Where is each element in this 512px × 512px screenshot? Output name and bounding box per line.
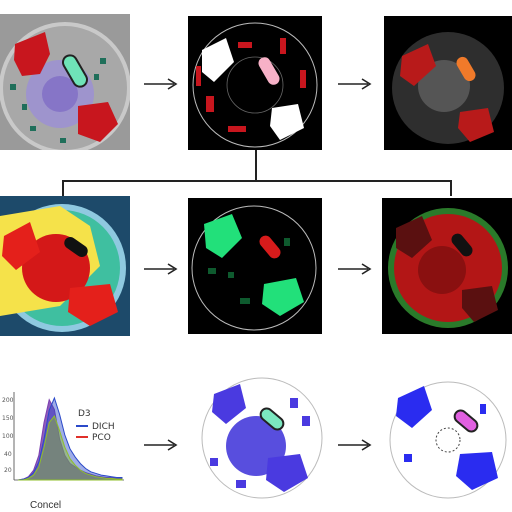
panel-classification xyxy=(188,198,322,334)
arrow-right-icon xyxy=(338,263,372,275)
series-area-0 xyxy=(17,398,123,481)
series-area-2 xyxy=(18,415,123,481)
y-tick: 40 xyxy=(4,451,12,458)
connector-horizontal xyxy=(62,180,452,182)
arrow-right-icon xyxy=(338,439,372,451)
legend-marker: D3 xyxy=(78,409,91,419)
panel-segmentation-mask xyxy=(188,16,322,150)
histogram-chart: 200 150 100 40 20 D3 DICH PCO Concel xyxy=(0,372,130,510)
arrow-right-icon xyxy=(144,263,178,275)
connector-left-drop xyxy=(62,180,64,196)
connector-vertical xyxy=(255,150,257,180)
panel-heatmap xyxy=(0,196,130,336)
arrow-right-icon xyxy=(338,78,372,90)
panel-blue-segmentation xyxy=(196,372,328,504)
panel-original-scan xyxy=(0,14,130,150)
chart-series xyxy=(17,396,123,481)
arrow-right-icon xyxy=(144,439,178,451)
panel-final-output xyxy=(384,374,512,504)
panel-overlay-result xyxy=(382,198,512,334)
arrow-right-icon xyxy=(144,78,178,90)
legend-entry: PCO xyxy=(92,433,111,443)
panel-reconstruction xyxy=(384,16,512,150)
y-tick: 20 xyxy=(4,467,12,474)
x-axis-label: Concel xyxy=(30,500,61,510)
series-area-1 xyxy=(17,396,123,481)
y-tick: 200 xyxy=(2,397,14,404)
y-tick: 150 xyxy=(2,415,14,422)
y-tick: 100 xyxy=(2,433,14,440)
connector-right-drop xyxy=(450,180,452,196)
legend-entry: DICH xyxy=(92,422,115,432)
